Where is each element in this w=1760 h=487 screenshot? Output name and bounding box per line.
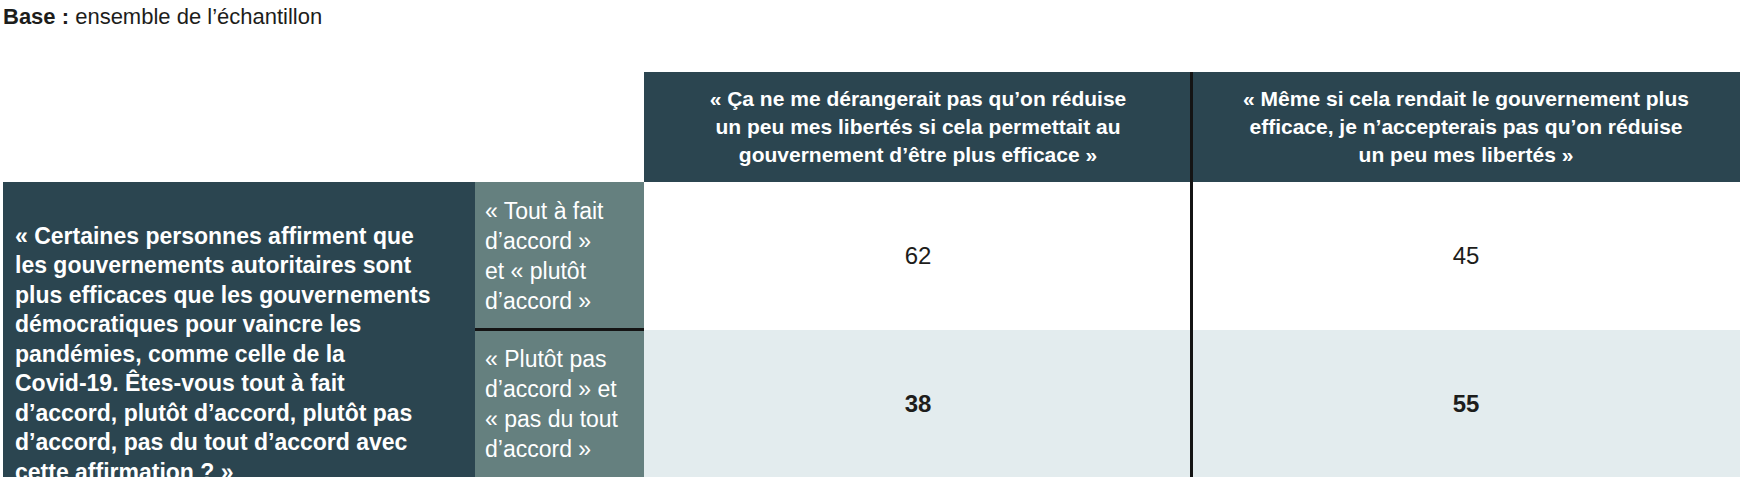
table-cell-disagree-col1: 38	[644, 330, 1192, 477]
sub-row-label-disagree-text: « Plutôt pas d’accord » et « pas du tout…	[485, 344, 618, 464]
table-cell-agree-col2: 45	[1192, 182, 1740, 330]
value-agree-col2: 45	[1453, 242, 1480, 270]
column-header-2-text: « Même si cela rendait le gouvernement p…	[1243, 85, 1689, 169]
value-disagree-col1: 38	[905, 390, 932, 418]
column-divider-line	[1190, 72, 1193, 477]
sub-row-label-disagree: « Plutôt pas d’accord » et « pas du tout…	[475, 331, 644, 477]
sub-row-label-agree: « Tout à fait d’accord » et « plutôt d’a…	[475, 182, 644, 329]
table-cell-agree-col1: 62	[644, 182, 1192, 330]
survey-table-figure: Base : ensemble de l’échantillon « Ça ne…	[0, 0, 1760, 487]
sub-row-divider-line	[475, 328, 644, 331]
row-header-question-text: « Certaines personnes affirment que les …	[15, 223, 430, 485]
sub-row-label-agree-text: « Tout à fait d’accord » et « plutôt d’a…	[485, 196, 604, 316]
value-agree-col1: 62	[905, 242, 932, 270]
base-note-text: ensemble de l’échantillon	[69, 4, 322, 29]
row-header-question: « Certaines personnes affirment que les …	[3, 182, 475, 477]
base-note: Base : ensemble de l’échantillon	[3, 3, 322, 30]
column-header-1-text: « Ça ne me dérangerait pas qu’on réduise…	[710, 85, 1127, 169]
value-disagree-col2: 55	[1453, 390, 1480, 418]
column-header-2: « Même si cela rendait le gouvernement p…	[1192, 72, 1740, 182]
column-header-1: « Ça ne me dérangerait pas qu’on réduise…	[644, 72, 1192, 182]
base-note-label: Base :	[3, 4, 69, 29]
table-cell-disagree-col2: 55	[1192, 330, 1740, 477]
